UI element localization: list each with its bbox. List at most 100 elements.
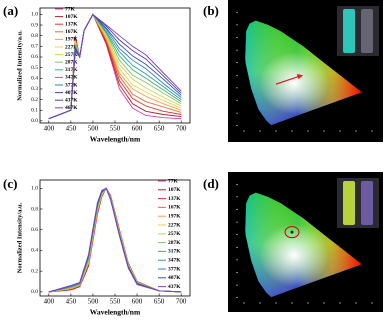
- x-tick-label: 700: [176, 125, 187, 133]
- legend-label: 107K: [65, 14, 78, 20]
- x-axis-label: Wavelength/nm: [90, 135, 141, 144]
- x-tick-label: 450: [66, 298, 77, 306]
- legend-label: 257K: [168, 231, 181, 237]
- x-tick-label: 0.2: [273, 133, 279, 138]
- y-tick-label: 0.9: [31, 22, 38, 28]
- y-tick-label: 0.0: [229, 295, 235, 300]
- legend-label: 287K: [65, 59, 78, 65]
- series-line: [48, 187, 182, 293]
- y-tick-label: 0.8: [229, 22, 235, 27]
- legend-label: 317K: [65, 67, 78, 73]
- y-tick-label: 0.3: [229, 257, 235, 262]
- series-line: [48, 187, 182, 293]
- y-tick-label: 0.1: [229, 282, 235, 287]
- x-tick-label: 0.5: [321, 305, 327, 310]
- y-tick-label: 0.3: [229, 85, 235, 90]
- y-axis-label: Normalized Intensity/a.u.: [16, 30, 23, 101]
- series-line: [48, 187, 182, 293]
- panel-label: (d): [203, 176, 219, 191]
- y-tick-label: 0.5: [229, 232, 235, 237]
- legend-label: 77K: [168, 178, 179, 184]
- legend-label: 137K: [168, 196, 181, 202]
- y-tick-label: 1.0: [31, 12, 38, 18]
- y-tick-label: 0.4: [31, 76, 38, 82]
- x-tick-label: 0.2: [273, 305, 279, 310]
- cie-locus-white: [245, 192, 362, 298]
- series-line: [48, 187, 182, 293]
- cie-locus-white: [245, 20, 362, 126]
- y-tick-label: 0.5: [31, 65, 38, 71]
- x-tick-label: 600: [132, 298, 143, 306]
- arrow-head: [296, 74, 304, 80]
- x-tick-label: 0.7: [353, 305, 359, 310]
- legend-label: 257K: [65, 52, 78, 58]
- x-tick-label: 550: [110, 125, 121, 133]
- legend-label: 77K: [65, 6, 76, 12]
- y-tick-label: 0.7: [31, 44, 38, 50]
- vial: [361, 181, 373, 225]
- legend-label: 347K: [65, 75, 78, 81]
- legend-label: 407K: [168, 275, 181, 281]
- legend-label: 467K: [65, 105, 78, 111]
- x-tick-label: 500: [88, 298, 99, 306]
- y-tick-label: 0.2: [229, 98, 235, 103]
- legend-label: 107K: [168, 187, 181, 193]
- x-tick-label: 500: [88, 125, 99, 133]
- series-line: [48, 187, 182, 293]
- legend-label: 347K: [168, 257, 181, 263]
- y-tick-label: 0.1: [229, 110, 235, 115]
- y-tick-label: 1.0: [31, 186, 38, 192]
- y-tick-label: 0.6: [229, 47, 235, 52]
- y-tick-label: 0.9: [229, 9, 235, 14]
- series-line: [48, 187, 182, 293]
- x-tick-label: 650: [154, 298, 165, 306]
- vial: [343, 9, 355, 53]
- legend-label: 437K: [168, 284, 181, 290]
- y-tick-label: 0.6: [229, 219, 235, 224]
- x-tick-label: 650: [154, 125, 165, 133]
- y-tick-label: 0.3: [31, 86, 38, 92]
- y-tick-label: 0.6: [31, 227, 38, 233]
- x-tick-label: 0.8: [369, 305, 375, 310]
- legend-label: 407K: [65, 90, 78, 96]
- series-line: [48, 187, 182, 293]
- legend-label: 167K: [168, 205, 181, 211]
- y-tick-label: 0.9: [229, 181, 235, 186]
- y-tick-label: 0.1: [31, 107, 38, 113]
- y-tick-label: 0.7: [229, 207, 235, 212]
- x-tick-label: 550: [110, 298, 121, 306]
- y-tick-label: 0.8: [229, 194, 235, 199]
- legend-label: 167K: [65, 29, 78, 35]
- x-tick-label: 0.1: [257, 133, 263, 138]
- panel-label: (c): [3, 176, 17, 191]
- y-tick-label: 0.4: [31, 248, 38, 254]
- legend-label: 227K: [65, 44, 78, 50]
- y-tick-label: 0.5: [229, 60, 235, 65]
- legend-label: 317K: [168, 249, 181, 255]
- y-tick-label: 0.7: [229, 35, 235, 40]
- series-line: [48, 187, 182, 293]
- x-tick-label: 0.6: [337, 305, 343, 310]
- x-axis-label: Wavelength/nm: [90, 308, 141, 317]
- x-tick-label: 0.4: [305, 133, 311, 138]
- x-tick-label: 0.8: [369, 133, 375, 138]
- x-tick-label: 400: [44, 125, 55, 133]
- panel-label: (a): [3, 3, 18, 18]
- y-tick-label: 0.0: [229, 123, 235, 128]
- vial: [361, 9, 373, 53]
- legend-label: 227K: [168, 222, 181, 228]
- y-tick-label: 0.2: [31, 97, 38, 103]
- x-tick-label: 450: [66, 125, 77, 133]
- series-line: [48, 187, 182, 293]
- series-line: [48, 187, 182, 293]
- x-tick-label: 700: [176, 298, 187, 306]
- y-tick-label: 0.0: [31, 118, 38, 124]
- series-line: [48, 187, 182, 293]
- vial: [343, 181, 355, 225]
- y-tick-label: 0.2: [229, 270, 235, 275]
- legend-label: 197K: [65, 37, 78, 43]
- y-tick-label: 0.8: [31, 33, 38, 39]
- plot-frame: [39, 7, 191, 124]
- point: [290, 230, 294, 234]
